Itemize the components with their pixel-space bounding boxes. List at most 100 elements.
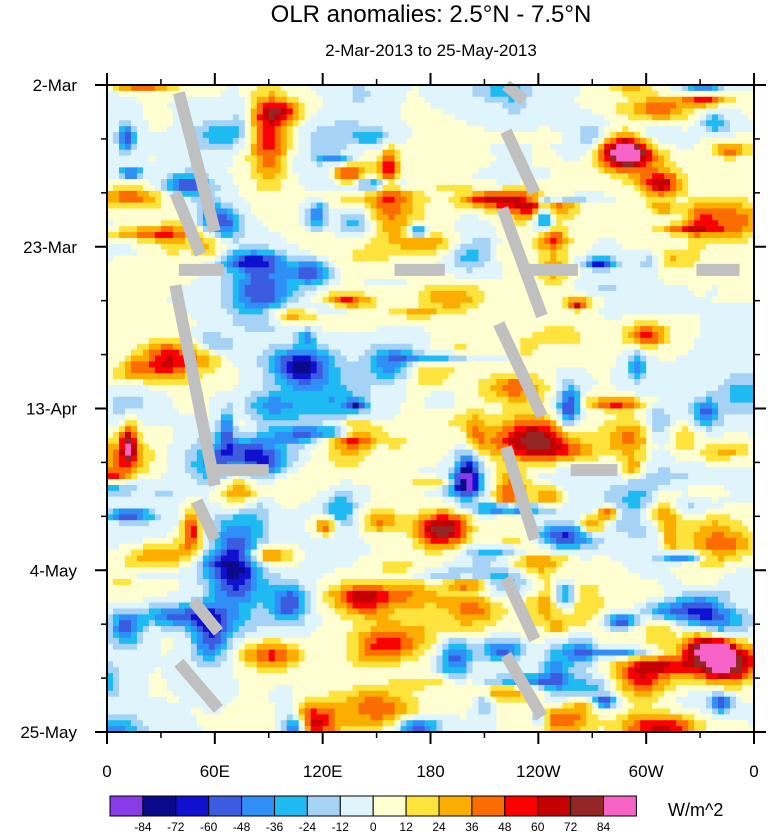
heatmap-cell xyxy=(226,108,234,116)
heatmap-cell xyxy=(280,149,288,157)
heatmap-cell xyxy=(142,279,150,286)
heatmap-cell xyxy=(502,161,509,168)
heatmap-cell xyxy=(556,226,563,233)
heatmap-cell xyxy=(568,302,575,310)
heatmap-cell xyxy=(676,273,683,280)
heatmap-cell xyxy=(238,214,246,221)
heatmap-cell xyxy=(544,337,551,345)
heatmap-cell xyxy=(130,302,138,310)
heatmap-cell xyxy=(400,326,408,333)
heatmap-cell xyxy=(604,155,611,163)
heatmap-cell xyxy=(550,143,557,151)
heatmap-cell xyxy=(286,137,294,145)
heatmap-cell xyxy=(724,202,731,210)
heatmap-cell xyxy=(274,102,282,110)
heatmap-cell xyxy=(394,155,402,163)
heatmap-cell xyxy=(718,255,725,263)
heatmap-cell xyxy=(658,349,665,357)
heatmap-cell xyxy=(220,126,228,133)
heatmap-cell xyxy=(304,273,312,280)
heatmap-cell xyxy=(574,337,581,345)
heatmap-cell xyxy=(544,249,551,257)
heatmap-cell xyxy=(394,279,402,286)
heatmap-cell xyxy=(370,296,378,304)
heatmap-cell xyxy=(112,355,120,363)
heatmap-cell xyxy=(310,155,318,163)
heatmap-cell xyxy=(448,314,456,321)
heatmap-cell xyxy=(292,220,300,227)
heatmap-cell xyxy=(712,243,719,251)
heatmap-cell xyxy=(664,132,671,139)
heatmap-cell xyxy=(184,90,192,98)
heatmap-cell xyxy=(358,184,366,192)
heatmap-cell xyxy=(364,332,372,339)
heatmap-cell xyxy=(562,220,569,227)
heatmap-cell xyxy=(196,232,204,239)
heatmap-cell xyxy=(604,314,611,321)
heatmap-cell xyxy=(742,320,749,327)
heatmap-cell xyxy=(268,290,276,298)
heatmap-cell xyxy=(712,184,719,192)
heatmap-cell xyxy=(280,179,288,186)
heatmap-cell xyxy=(508,296,515,304)
heatmap-cell xyxy=(316,137,324,145)
heatmap-cell xyxy=(580,179,587,186)
heatmap-cell xyxy=(688,279,695,286)
heatmap-cell xyxy=(388,279,396,286)
heatmap-cell xyxy=(148,190,156,198)
heatmap-cell xyxy=(652,173,659,180)
heatmap-cell xyxy=(220,108,228,116)
heatmap-cell xyxy=(238,96,246,104)
heatmap-cell xyxy=(244,173,252,180)
heatmap-cell xyxy=(286,173,294,180)
heatmap-cell xyxy=(496,343,503,351)
heatmap-cell xyxy=(586,261,593,268)
heatmap-cell xyxy=(682,149,689,157)
heatmap-cell xyxy=(130,237,138,245)
heatmap-cell xyxy=(694,337,701,345)
heatmap-cell xyxy=(664,214,671,221)
heatmap-cell xyxy=(478,220,486,227)
heatmap-cell xyxy=(130,261,138,268)
heatmap-cell xyxy=(280,202,288,210)
heatmap-cell xyxy=(658,326,665,333)
heatmap-cell xyxy=(448,184,456,192)
heatmap-cell xyxy=(556,326,563,333)
heatmap-cell xyxy=(736,179,743,186)
heatmap-cell xyxy=(484,279,492,286)
heatmap-cell xyxy=(664,155,671,163)
heatmap-cell xyxy=(748,202,755,210)
heatmap-cell xyxy=(376,337,384,345)
heatmap-cell xyxy=(472,161,480,168)
heatmap-cell xyxy=(628,179,635,186)
heatmap-cell xyxy=(286,208,294,215)
heatmap-cell xyxy=(574,237,581,245)
heatmap-cell xyxy=(634,267,641,274)
heatmap-cell xyxy=(490,343,497,351)
heatmap-cell xyxy=(382,308,390,315)
heatmap-cell xyxy=(484,202,492,210)
heatmap-cell xyxy=(670,102,677,110)
heatmap-cell xyxy=(376,243,384,251)
heatmap-cell xyxy=(107,320,114,327)
heatmap-cell xyxy=(748,337,755,345)
heatmap-cell xyxy=(736,96,743,104)
heatmap-cell xyxy=(658,155,665,163)
heatmap-cell xyxy=(220,149,228,157)
heatmap-cell xyxy=(544,143,551,151)
heatmap-cell xyxy=(160,302,168,310)
heatmap-cell xyxy=(286,196,294,204)
heatmap-cell xyxy=(574,279,581,286)
heatmap-cell xyxy=(472,302,480,310)
heatmap-cell xyxy=(298,90,306,98)
heatmap-cell xyxy=(454,308,462,315)
heatmap-cell xyxy=(316,314,324,321)
heatmap-cell xyxy=(220,173,228,180)
heatmap-cell xyxy=(616,108,623,116)
heatmap-cell xyxy=(304,102,312,110)
heatmap-cell xyxy=(298,179,306,186)
heatmap-cell xyxy=(562,114,569,121)
heatmap-cell xyxy=(730,102,737,110)
heatmap-cell xyxy=(346,208,354,215)
heatmap-cell xyxy=(202,126,210,133)
